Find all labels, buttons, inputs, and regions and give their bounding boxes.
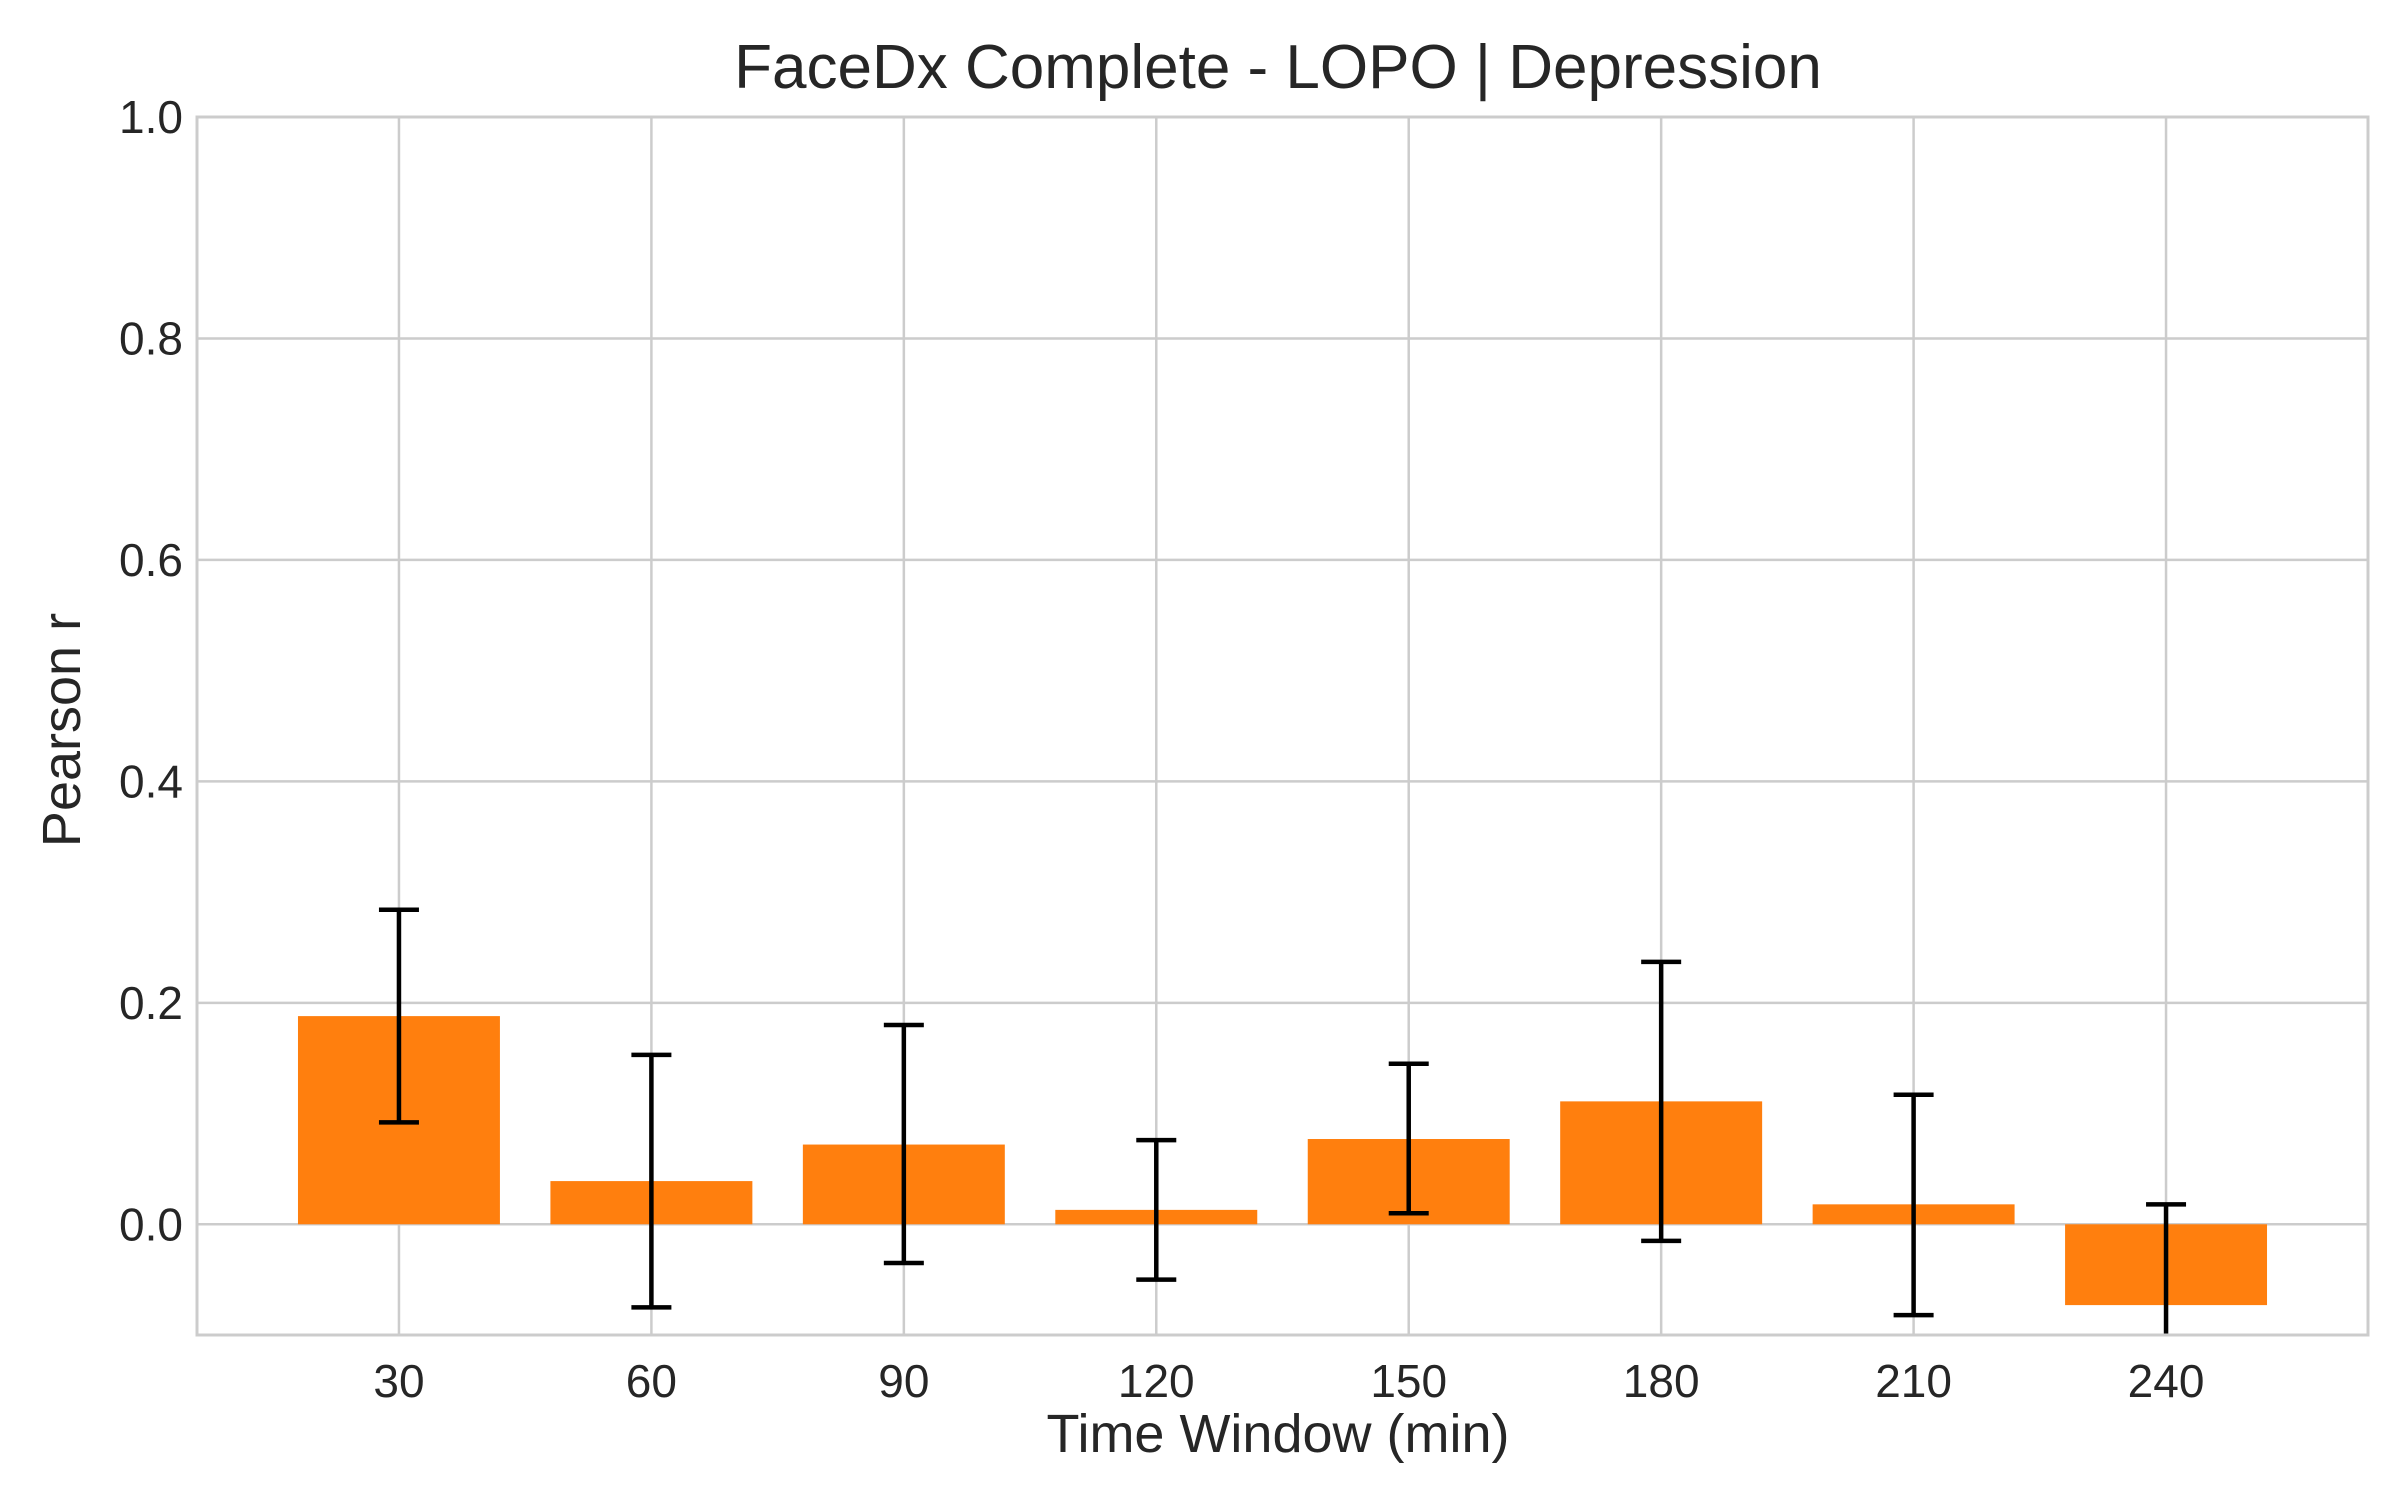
tick-labels: 0.0 0.2 0.4 0.6 0.8 1.0 30 60 90 120 150 180 210 240	[119, 91, 2204, 1407]
x-tick-label: 120	[1118, 1355, 1195, 1407]
error-bars	[378, 907, 2187, 1335]
y-axis-label: Pearson r	[32, 613, 92, 847]
x-tick-label: 210	[1875, 1355, 1952, 1407]
y-tick-label: 0.8	[119, 312, 183, 364]
chart-title: FaceDx Complete - LOPO | Depression	[734, 33, 1822, 102]
x-tick-label: 90	[878, 1355, 929, 1407]
y-tick-label: 0.0	[119, 1198, 183, 1250]
y-tick-label: 0.6	[119, 534, 183, 586]
x-tick-label: 240	[2128, 1355, 2205, 1407]
x-tick-label: 60	[626, 1355, 677, 1407]
y-tick-label: 0.4	[119, 755, 183, 807]
x-axis-label: Time Window (min)	[1046, 1404, 1509, 1464]
x-tick-label: 150	[1370, 1355, 1447, 1407]
y-tick-label: 0.2	[119, 977, 183, 1029]
plot-frame	[195, 115, 2370, 1337]
y-tick-label: 1.0	[119, 91, 183, 143]
x-tick-label: 30	[373, 1355, 424, 1407]
x-tick-label: 180	[1623, 1355, 1700, 1407]
